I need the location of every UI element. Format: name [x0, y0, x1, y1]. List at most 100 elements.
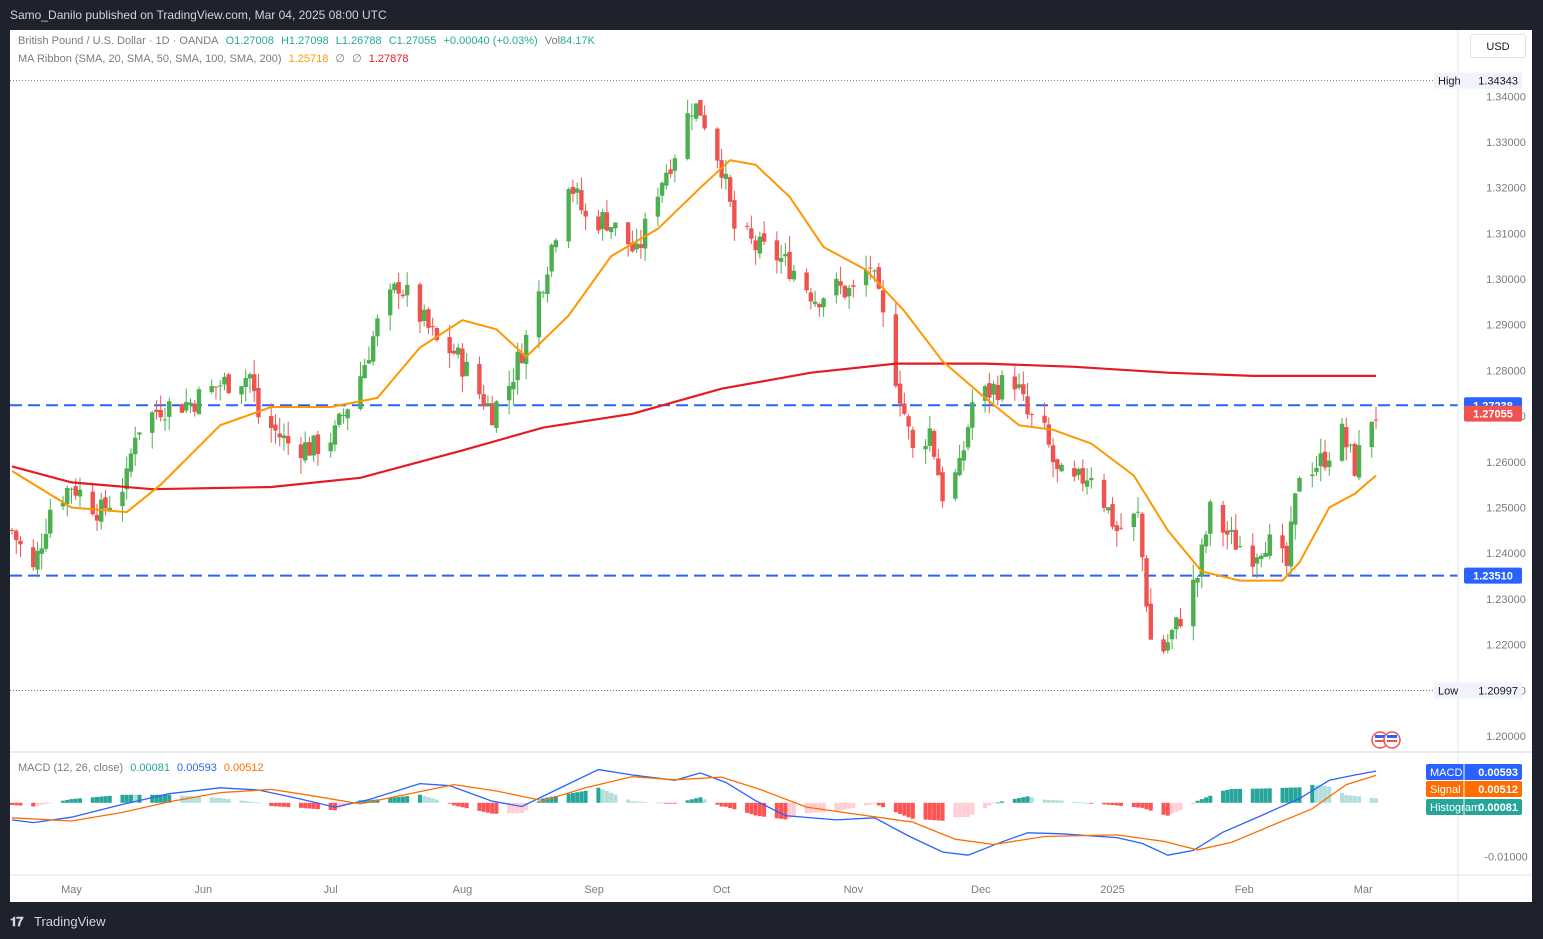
- indicator-lines: [11, 159, 1377, 856]
- histogram-bar: [579, 791, 584, 803]
- low-tag-bg: [1434, 682, 1522, 699]
- candle-body: [574, 188, 580, 193]
- ma-legend: MA Ribbon (SMA, 20, SMA, 50, SMA, 100, S…: [18, 52, 412, 65]
- candle-body: [880, 290, 886, 313]
- price-tick-label: 1.32000: [1486, 183, 1526, 195]
- candle-body: [477, 364, 482, 395]
- histogram-bar: [961, 802, 966, 818]
- candle-body: [124, 468, 129, 490]
- candle-body: [43, 533, 49, 549]
- candle-body: [1012, 376, 1018, 390]
- histogram-bar: [39, 802, 44, 805]
- candle-body: [1089, 478, 1094, 481]
- histogram-bar: [804, 802, 809, 814]
- candle-body: [1131, 513, 1136, 528]
- histogram-bar: [430, 798, 435, 803]
- histogram-bar: [94, 796, 99, 803]
- histogram-bar: [286, 802, 291, 808]
- histogram-bar: [634, 801, 639, 803]
- ma-value-sma50: ∅: [335, 53, 345, 65]
- histogram-bar: [1369, 797, 1374, 803]
- time-tick-label: Jul: [324, 884, 338, 896]
- histogram-bar: [872, 802, 877, 804]
- histogram-bar: [898, 802, 903, 814]
- histogram-bar: [1284, 787, 1289, 803]
- low-value: L1.26788: [335, 35, 382, 47]
- publisher-text: Samo_Danilo published on TradingView.com…: [10, 8, 387, 22]
- histogram-bar: [1106, 802, 1111, 805]
- histogram-bar: [1195, 800, 1200, 803]
- histogram-bar: [1029, 797, 1034, 803]
- candle-body: [634, 243, 639, 250]
- candle-body: [417, 284, 423, 322]
- histogram-bar: [31, 802, 36, 807]
- histogram-bar: [987, 802, 992, 806]
- macd-tag-label: MACD: [1430, 767, 1462, 779]
- price-tick-label: 1.22000: [1486, 640, 1526, 652]
- histogram-bar: [668, 802, 673, 804]
- publisher-bar: Samo_Danilo published on TradingView.com…: [0, 0, 1543, 30]
- histogram-bar: [48, 802, 53, 804]
- histogram-bar: [14, 802, 19, 806]
- candle-body: [630, 242, 635, 252]
- histogram-bar: [932, 802, 937, 821]
- histogram-bar: [927, 802, 932, 820]
- candle-body: [757, 236, 763, 254]
- histogram-bar: [1293, 787, 1298, 803]
- candle-body: [375, 318, 380, 337]
- candle-body: [851, 285, 856, 287]
- histogram-bar: [1348, 795, 1353, 803]
- candle-body: [931, 430, 937, 457]
- histogram-bar: [90, 797, 95, 803]
- histogram-bar: [1310, 784, 1315, 803]
- candle-body: [608, 227, 614, 232]
- candle-body: [523, 334, 529, 364]
- high-tag-bg: [1434, 72, 1522, 89]
- candle-body: [519, 353, 525, 364]
- candle-body: [596, 216, 601, 231]
- candle-body: [35, 550, 40, 570]
- candle-body: [1114, 525, 1119, 532]
- histogram-bar: [566, 793, 571, 803]
- candle-body: [982, 386, 988, 401]
- candle-body: [167, 401, 172, 417]
- candle-body: [664, 172, 669, 186]
- price-chart[interactable]: 1.350001.340001.330001.320001.310001.300…: [10, 30, 1532, 902]
- time-tick-label: May: [61, 884, 82, 896]
- open-value: O1.27008: [225, 35, 274, 47]
- candle-body: [192, 403, 197, 412]
- chart-frame[interactable]: 1.350001.340001.330001.320001.310001.300…: [10, 30, 1532, 902]
- histogram-bar: [451, 802, 456, 806]
- candle-body: [659, 182, 665, 196]
- histogram-bar: [1110, 802, 1115, 806]
- candle-body: [1174, 617, 1179, 630]
- histogram-bar: [638, 801, 643, 803]
- histogram-bar: [613, 794, 618, 803]
- histogram-bar: [1076, 802, 1081, 803]
- histogram-bar: [1327, 786, 1332, 803]
- histogram-bar: [1148, 802, 1153, 811]
- histogram-bar: [1229, 788, 1234, 803]
- histogram-bar: [1208, 795, 1213, 803]
- currency-button[interactable]: USD: [1470, 34, 1526, 58]
- last-price-tag-bg: [1464, 405, 1522, 422]
- candle-body: [668, 169, 673, 174]
- price-tick-label: 1.33000: [1486, 137, 1526, 149]
- candle-body: [188, 402, 193, 406]
- histogram-bar: [460, 802, 465, 808]
- candle-body: [311, 435, 316, 456]
- candle-body: [332, 425, 338, 445]
- histogram-bar: [392, 797, 397, 803]
- candle-body: [1339, 423, 1345, 461]
- histogram-bar: [936, 802, 941, 821]
- candle-body: [1267, 534, 1272, 557]
- candle-body: [14, 530, 19, 541]
- candle-body: [672, 158, 678, 171]
- histogram-bar: [881, 802, 886, 808]
- candle-body: [404, 284, 410, 296]
- low-tag-value: 1.20997: [1478, 685, 1518, 697]
- candle-body: [158, 409, 163, 418]
- time-tick-label: Sep: [584, 884, 604, 896]
- histogram-bar: [1136, 802, 1141, 808]
- histogram-bar: [158, 794, 163, 803]
